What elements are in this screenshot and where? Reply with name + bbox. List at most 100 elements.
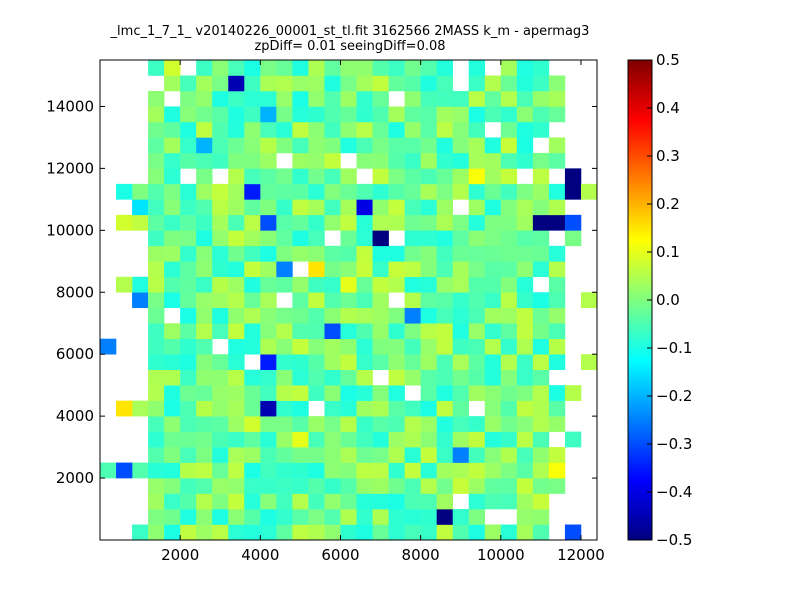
heatmap-cell (132, 462, 149, 479)
heatmap-cell (148, 369, 165, 386)
heatmap-cell (372, 292, 389, 309)
heatmap-cell (212, 307, 229, 324)
heatmap-cell (276, 462, 293, 479)
heatmap-cell (340, 245, 357, 262)
y-tick-label: 10000 (46, 221, 94, 239)
heatmap-cell (228, 338, 245, 355)
heatmap-cell (260, 183, 277, 200)
heatmap-cell (532, 416, 550, 432)
heatmap-cell (420, 90, 437, 107)
heatmap-cell (452, 385, 470, 401)
y-axis: 2000 4000 6000 8000 10000 12000 14000 (46, 97, 597, 487)
heatmap-cell (164, 60, 181, 76)
heatmap-cell (212, 462, 229, 479)
heatmap-cell (292, 292, 309, 309)
heatmap-cell (420, 245, 437, 262)
heatmap-cell (516, 60, 534, 76)
heatmap-cell (436, 307, 454, 324)
heatmap-cell (404, 338, 421, 355)
heatmap-cell (276, 323, 293, 340)
heatmap-cell (548, 323, 566, 340)
heatmap-cell (100, 462, 117, 479)
chart-title-line1: _lmc_1_7_1_ v20140226_00001_st_tl.fit 31… (110, 24, 590, 39)
heatmap-cell (484, 354, 502, 370)
heatmap-cell (404, 60, 421, 76)
heatmap-cell (260, 245, 277, 262)
heatmap-cell (372, 245, 389, 262)
heatmap-cell (436, 338, 454, 355)
heatmap-cell (356, 292, 373, 309)
heatmap-cell (244, 183, 261, 200)
heatmap-cell (388, 385, 405, 401)
heatmap-cell (212, 385, 229, 401)
heatmap-cell (436, 214, 454, 231)
heatmap-cell (516, 431, 534, 448)
heatmap-cell (420, 400, 437, 417)
heatmap-cell (324, 199, 341, 216)
heatmap-cell (324, 75, 341, 92)
heatmap-cell (292, 168, 309, 185)
heatmap-cell (132, 400, 149, 417)
heatmap-cell (516, 75, 534, 92)
heatmap-cell (260, 462, 277, 479)
heatmap-cell (228, 214, 245, 231)
x-axis: 2000 4000 6000 8000 10000 12000 (161, 60, 605, 564)
heatmap-cell (372, 524, 389, 541)
heatmap-cell (180, 230, 197, 247)
x-tick-label: 12000 (557, 546, 605, 564)
heatmap-cell (548, 152, 566, 169)
heatmap-cell (452, 261, 470, 278)
heatmap-cell (180, 323, 197, 340)
heatmap-cell (420, 168, 437, 185)
heatmap-cell (308, 431, 325, 448)
heatmap-cell (548, 199, 566, 216)
heatmap-cell (404, 431, 421, 448)
heatmap-cell (324, 478, 341, 494)
heatmap-cell (260, 478, 277, 494)
heatmap-cell (228, 292, 245, 309)
heatmap-cell (260, 214, 277, 231)
heatmap-cell (212, 478, 229, 494)
heatmap-cell (500, 106, 518, 123)
heatmap-cell (340, 509, 357, 525)
heatmap-cell (468, 183, 486, 200)
heatmap-cell (324, 307, 341, 324)
heatmap-cell (468, 509, 486, 525)
heatmap-cell (436, 493, 454, 510)
heatmap-cell (388, 214, 405, 231)
y-tick-label: 14000 (46, 97, 94, 115)
heatmap-cell (404, 524, 421, 541)
heatmap-cell (500, 137, 518, 154)
heatmap-cell (420, 199, 437, 216)
heatmap-cell (228, 245, 245, 262)
heatmap-cell (532, 478, 550, 494)
heatmap-cell (484, 400, 502, 417)
heatmap-cell (196, 431, 213, 448)
heatmap-cell (212, 261, 229, 278)
heatmap-cell (324, 183, 341, 200)
heatmap-cell (164, 400, 181, 417)
heatmap-cell (212, 369, 229, 386)
heatmap-cell (452, 245, 470, 262)
heatmap-cell (388, 137, 405, 154)
heatmap-cell (196, 214, 213, 231)
heatmap-cell (244, 106, 261, 123)
heatmap-cell (356, 385, 373, 401)
heatmap-cell (292, 524, 309, 541)
heatmap-cell (164, 462, 181, 479)
heatmap-cell (548, 416, 566, 432)
heatmap-cell (516, 276, 534, 293)
heatmap-cell (292, 400, 309, 417)
heatmap-cell (292, 354, 309, 370)
heatmap-cell (388, 323, 405, 340)
heatmap-cell (532, 106, 550, 123)
heatmap-cell (516, 385, 534, 401)
heatmap-cell (532, 199, 550, 216)
heatmap-cell (292, 183, 309, 200)
heatmap-cell (148, 106, 165, 123)
heatmap-cell (420, 323, 437, 340)
heatmap-cell (228, 183, 245, 200)
heatmap-cell (116, 276, 133, 293)
heatmap-cell (580, 292, 598, 309)
heatmap-cell (148, 416, 165, 432)
